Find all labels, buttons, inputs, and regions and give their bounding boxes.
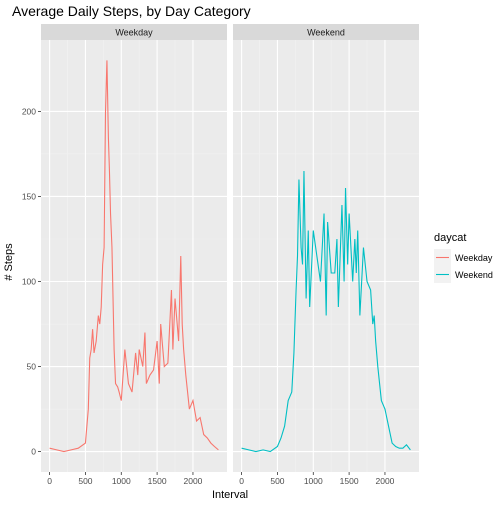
plot-background [233,40,419,472]
x-tick-label: 0 [239,476,244,486]
y-axis: 0 50 100 150 200 [22,106,41,457]
y-axis-label: # Steps [3,243,15,281]
x-axis: 0 500 1000 1500 2000 0 500 1000 1500 2000 [47,472,395,486]
x-tick-label: 1500 [340,476,359,486]
x-tick-label: 500 [78,476,92,486]
legend: daycat Weekday Weekend [434,232,493,283]
x-tick-label: 500 [270,476,284,486]
chart-title: Average Daily Steps, by Day Category [12,3,251,19]
panel-label: Weekend [307,28,345,38]
y-tick-label: 200 [22,106,36,116]
x-tick-label: 2000 [375,476,394,486]
series-line-weekend [241,170,411,453]
panel-background [233,24,419,40]
plot-background [41,40,227,472]
legend-label-weekday: Weekday [455,253,493,263]
series-line-weekday [49,60,219,453]
y-tick-label: 50 [27,362,37,372]
panel-weekday: Weekday [41,24,227,472]
panel-label: Weekday [115,28,153,38]
x-tick-label: 1000 [112,476,131,486]
x-tick-label: 1500 [148,476,167,486]
legend-title: daycat [434,232,466,244]
legend-label-weekend: Weekend [455,270,493,280]
x-tick-label: 2000 [183,476,202,486]
panel-weekend: Weekend [233,24,419,472]
x-tick-label: 1000 [304,476,323,486]
panel-background [41,24,227,40]
y-tick-label: 150 [22,191,36,201]
x-tick-label: 0 [47,476,52,486]
y-tick-label: 0 [31,447,36,457]
x-axis-label: Interval [212,489,248,501]
y-tick-label: 100 [22,277,36,287]
